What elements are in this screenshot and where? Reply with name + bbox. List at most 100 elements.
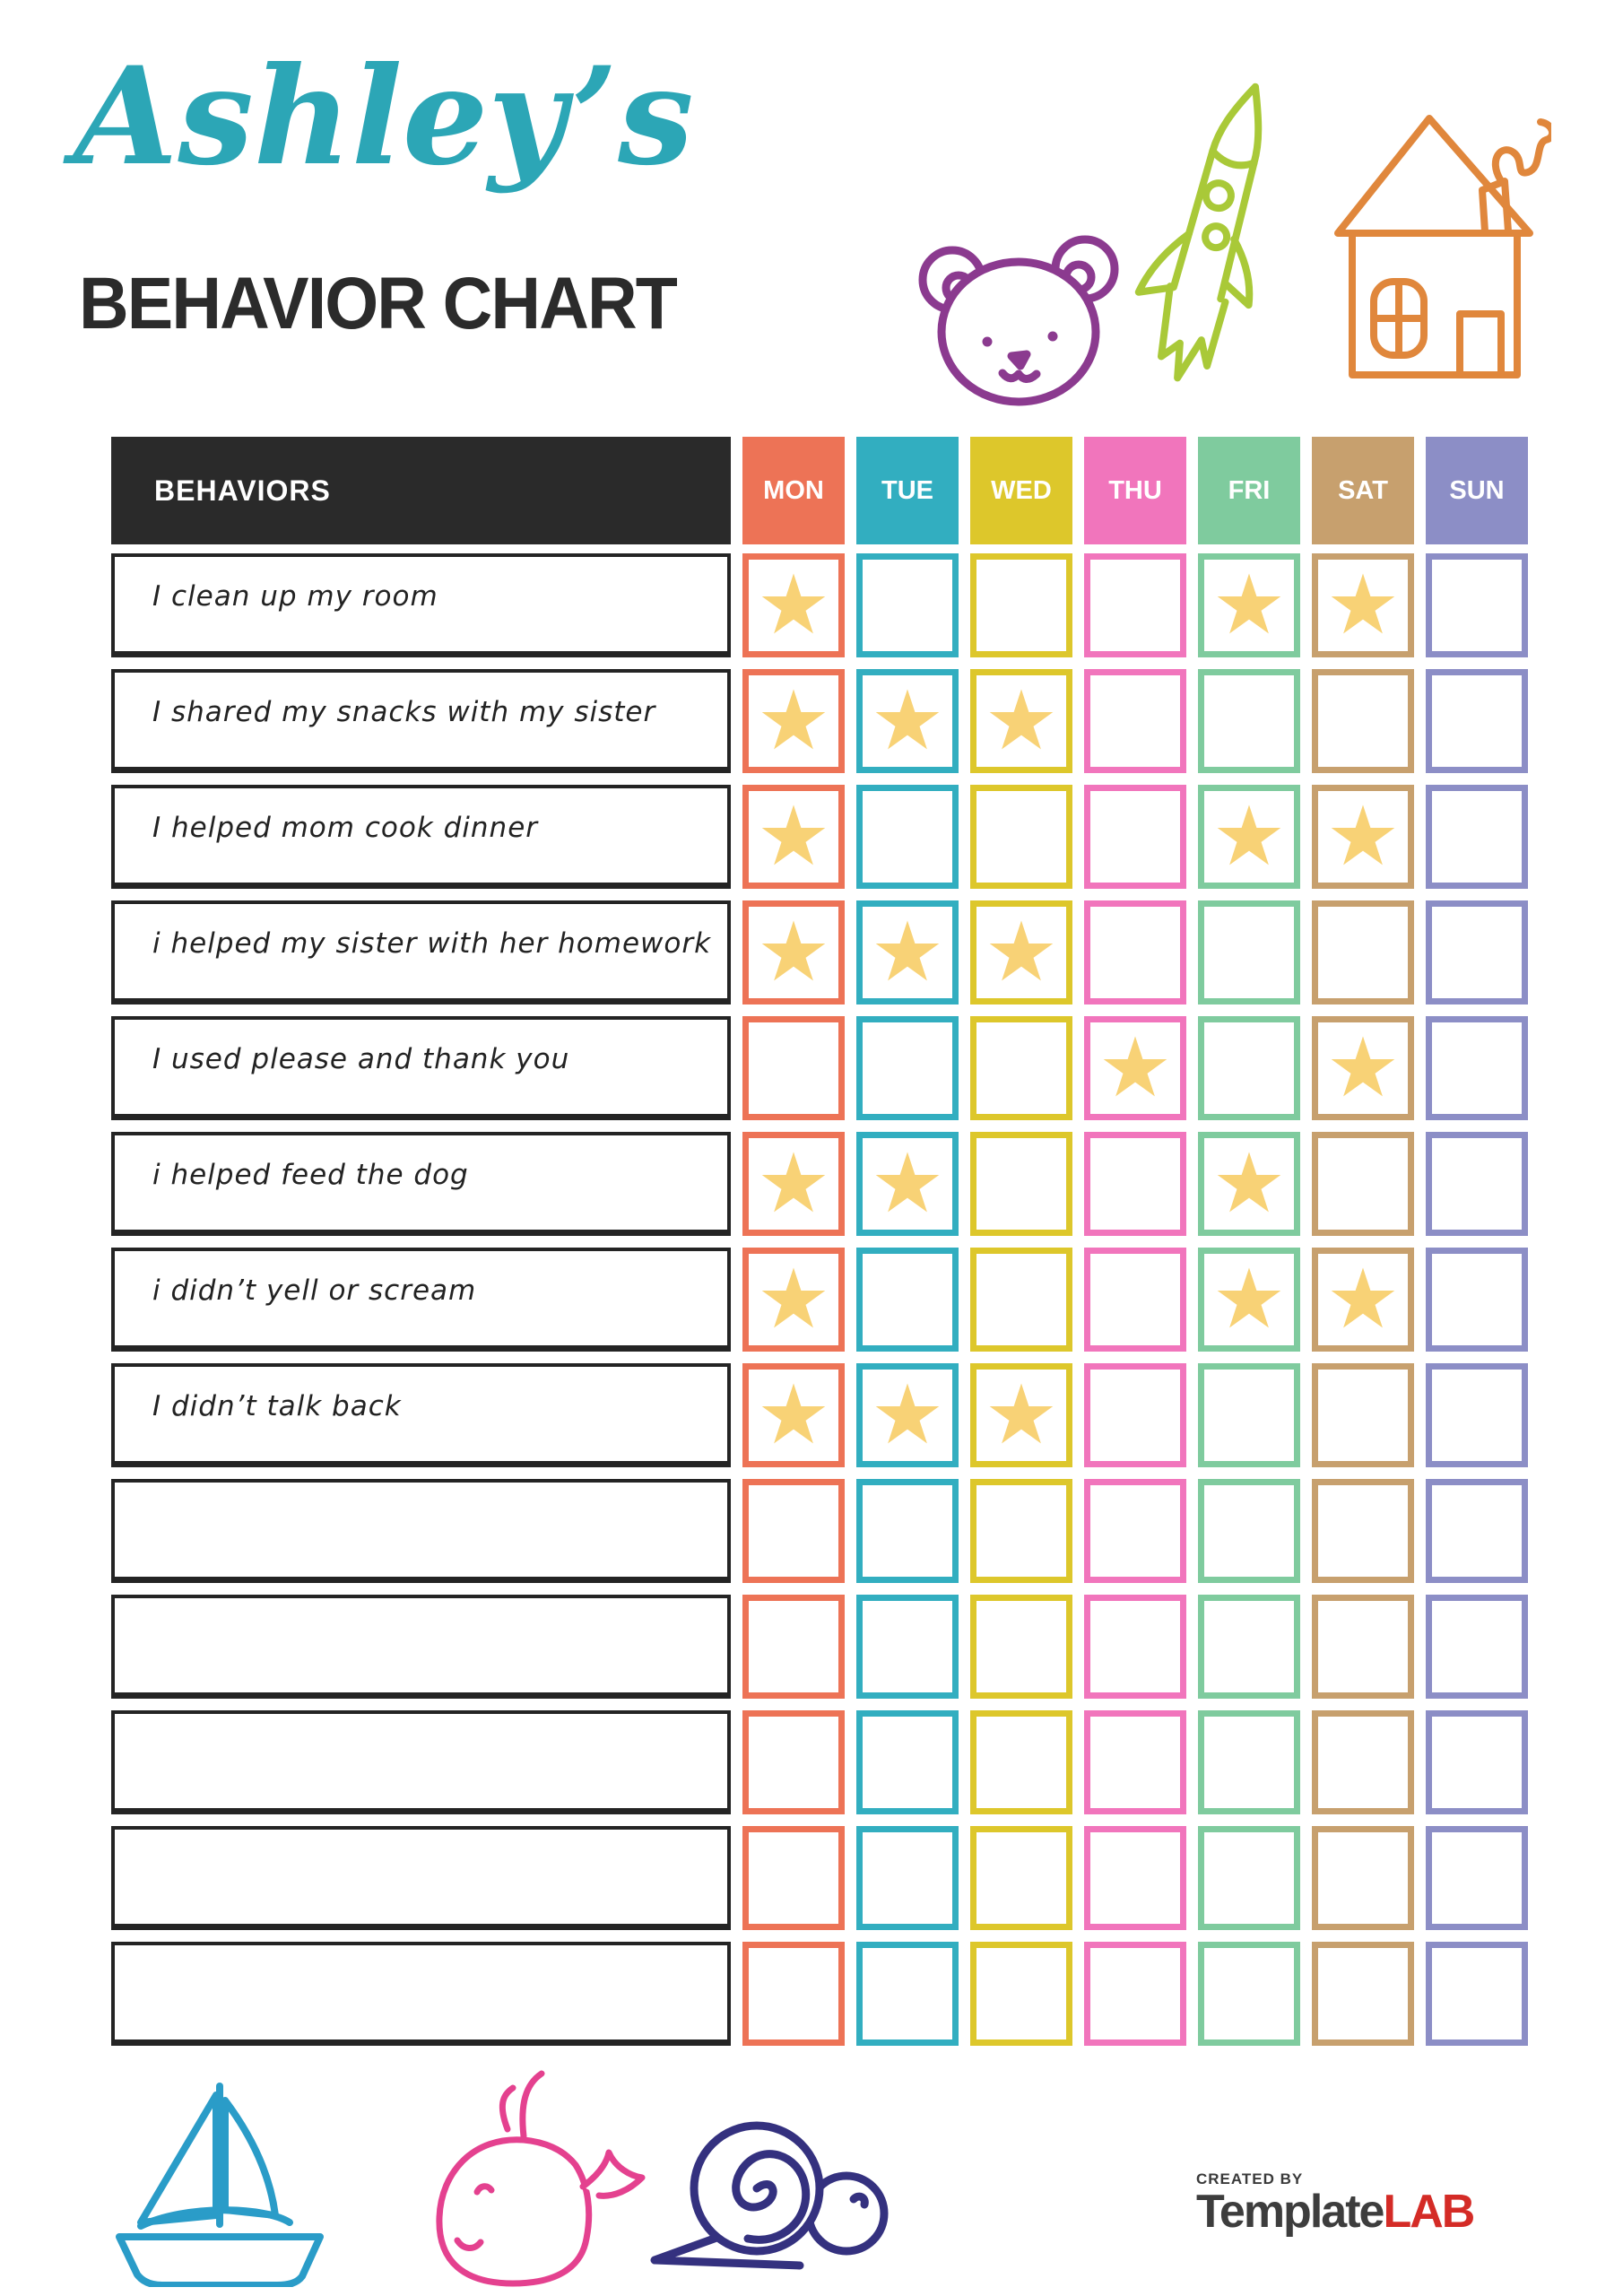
day-cell-mon[interactable]: ★: [742, 900, 845, 1004]
day-cell-tue[interactable]: [856, 1016, 959, 1120]
day-cell-fri[interactable]: ★: [1198, 785, 1300, 889]
day-cell-sun[interactable]: [1426, 1248, 1528, 1352]
day-cell-thu[interactable]: [1084, 1595, 1186, 1699]
day-cell-sat[interactable]: [1312, 900, 1414, 1004]
day-cell-wed[interactable]: ★: [970, 669, 1072, 773]
day-cell-fri[interactable]: [1198, 1363, 1300, 1467]
day-cell-fri[interactable]: [1198, 1710, 1300, 1814]
day-cell-tue[interactable]: [856, 1826, 959, 1930]
day-cell-thu[interactable]: [1084, 900, 1186, 1004]
day-cell-wed[interactable]: [970, 1016, 1072, 1120]
day-cell-mon[interactable]: ★: [742, 1363, 845, 1467]
day-cell-mon[interactable]: [742, 1479, 845, 1583]
day-cell-tue[interactable]: ★: [856, 669, 959, 773]
day-cell-wed[interactable]: [970, 1248, 1072, 1352]
day-header-fri: FRI: [1198, 437, 1300, 544]
day-cell-fri[interactable]: [1198, 900, 1300, 1004]
day-cell-sun[interactable]: [1426, 1595, 1528, 1699]
day-cell-tue[interactable]: ★: [856, 900, 959, 1004]
day-cell-thu[interactable]: [1084, 1363, 1186, 1467]
day-cell-tue[interactable]: ★: [856, 1363, 959, 1467]
behavior-label-box: [111, 1595, 731, 1699]
table-row: [111, 1826, 1528, 1930]
day-cell-tue[interactable]: [856, 1710, 959, 1814]
brand-logo: CREATED BY TemplateLAB: [1196, 2170, 1475, 2239]
day-cell-sun[interactable]: [1426, 553, 1528, 657]
day-cell-sun[interactable]: [1426, 669, 1528, 773]
day-cell-thu[interactable]: [1084, 1942, 1186, 2046]
day-cell-fri[interactable]: [1198, 1942, 1300, 2046]
day-cell-sun[interactable]: [1426, 1826, 1528, 1930]
day-cell-thu[interactable]: [1084, 553, 1186, 657]
day-cell-sun[interactable]: [1426, 1363, 1528, 1467]
day-cell-wed[interactable]: [970, 785, 1072, 889]
day-cell-sat[interactable]: [1312, 1595, 1414, 1699]
day-cell-mon[interactable]: ★: [742, 553, 845, 657]
behavior-label-box: i didn’t yell or scream: [111, 1248, 731, 1352]
day-cell-tue[interactable]: ★: [856, 1132, 959, 1236]
day-cell-sat[interactable]: [1312, 1132, 1414, 1236]
day-cell-sat[interactable]: ★: [1312, 785, 1414, 889]
day-cell-sat[interactable]: ★: [1312, 553, 1414, 657]
day-cell-fri[interactable]: [1198, 1016, 1300, 1120]
day-cell-thu[interactable]: [1084, 785, 1186, 889]
day-cell-tue[interactable]: [856, 1595, 959, 1699]
day-cell-thu[interactable]: [1084, 1826, 1186, 1930]
day-cell-fri[interactable]: ★: [1198, 553, 1300, 657]
day-cell-sat[interactable]: [1312, 1942, 1414, 2046]
day-cell-thu[interactable]: [1084, 1132, 1186, 1236]
day-cell-fri[interactable]: [1198, 669, 1300, 773]
day-cell-thu[interactable]: [1084, 1248, 1186, 1352]
day-cell-fri[interactable]: ★: [1198, 1132, 1300, 1236]
day-cell-sat[interactable]: ★: [1312, 1248, 1414, 1352]
day-cell-fri[interactable]: ★: [1198, 1248, 1300, 1352]
day-cell-sat[interactable]: ★: [1312, 1016, 1414, 1120]
day-cell-mon[interactable]: ★: [742, 1248, 845, 1352]
day-cell-mon[interactable]: [742, 1016, 845, 1120]
whale-icon: [387, 2050, 647, 2289]
day-cell-thu[interactable]: [1084, 669, 1186, 773]
day-cell-sun[interactable]: [1426, 1016, 1528, 1120]
day-cell-sun[interactable]: [1426, 1479, 1528, 1583]
behavior-label-box: [111, 1710, 731, 1814]
day-cell-wed[interactable]: ★: [970, 1363, 1072, 1467]
day-cell-sat[interactable]: [1312, 1363, 1414, 1467]
day-cell-mon[interactable]: ★: [742, 669, 845, 773]
day-cell-thu[interactable]: [1084, 1710, 1186, 1814]
day-cell-wed[interactable]: [970, 1826, 1072, 1930]
day-cell-wed[interactable]: [970, 1132, 1072, 1236]
day-cell-tue[interactable]: [856, 785, 959, 889]
day-cell-mon[interactable]: [742, 1942, 845, 2046]
day-cell-wed[interactable]: [970, 1595, 1072, 1699]
day-cell-sun[interactable]: [1426, 1942, 1528, 2046]
day-cell-tue[interactable]: [856, 1248, 959, 1352]
day-cell-mon[interactable]: [742, 1710, 845, 1814]
day-cell-fri[interactable]: [1198, 1826, 1300, 1930]
day-cell-sun[interactable]: [1426, 785, 1528, 889]
day-cell-tue[interactable]: [856, 553, 959, 657]
day-cell-mon[interactable]: [742, 1826, 845, 1930]
day-cell-thu[interactable]: ★: [1084, 1016, 1186, 1120]
day-cell-sun[interactable]: [1426, 900, 1528, 1004]
day-cell-sat[interactable]: [1312, 1826, 1414, 1930]
day-cell-mon[interactable]: ★: [742, 785, 845, 889]
day-cell-sun[interactable]: [1426, 1710, 1528, 1814]
day-cell-wed[interactable]: [970, 1710, 1072, 1814]
day-cell-fri[interactable]: [1198, 1595, 1300, 1699]
day-cell-wed[interactable]: [970, 1479, 1072, 1583]
day-cell-wed[interactable]: [970, 553, 1072, 657]
day-cell-thu[interactable]: [1084, 1479, 1186, 1583]
day-cell-sat[interactable]: [1312, 1710, 1414, 1814]
day-cell-mon[interactable]: ★: [742, 1132, 845, 1236]
day-cell-wed[interactable]: ★: [970, 900, 1072, 1004]
day-cell-sat[interactable]: [1312, 669, 1414, 773]
day-header-tue: TUE: [856, 437, 959, 544]
day-cell-tue[interactable]: [856, 1942, 959, 2046]
day-cell-sat[interactable]: [1312, 1479, 1414, 1583]
day-cell-mon[interactable]: [742, 1595, 845, 1699]
day-cell-sun[interactable]: [1426, 1132, 1528, 1236]
day-cell-tue[interactable]: [856, 1479, 959, 1583]
brand-name: Template: [1196, 2186, 1384, 2238]
day-cell-fri[interactable]: [1198, 1479, 1300, 1583]
day-cell-wed[interactable]: [970, 1942, 1072, 2046]
